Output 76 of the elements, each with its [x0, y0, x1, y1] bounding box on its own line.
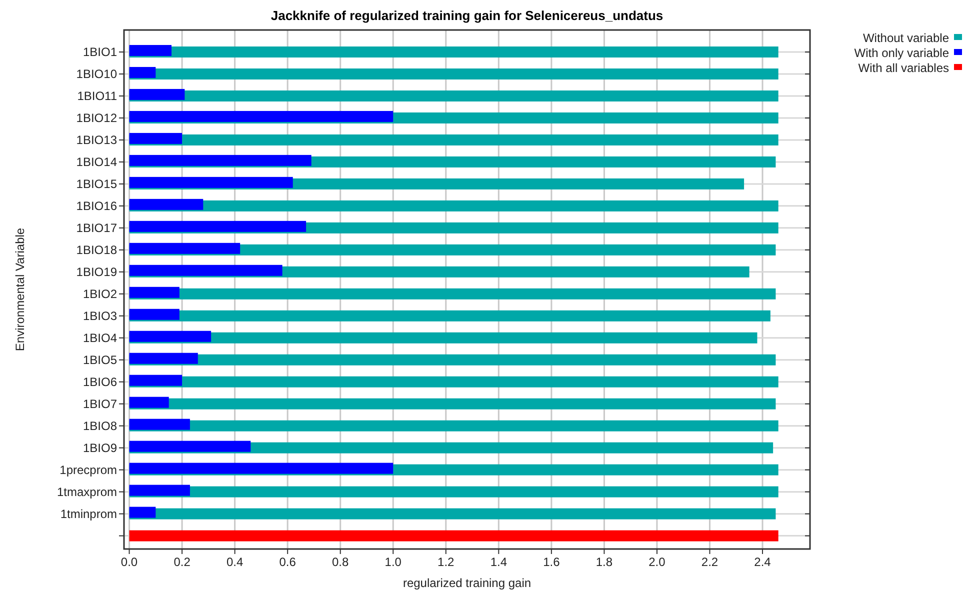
legend-label: With only variable: [854, 46, 950, 60]
y-tick-label: 1BIO17: [76, 221, 118, 236]
x-tick-label: 1.4: [490, 555, 508, 569]
bar: [129, 90, 778, 102]
y-tick-label: 1tminprom: [60, 507, 117, 522]
y-tick-label: 1tmaxprom: [56, 485, 117, 500]
bar: [129, 176, 293, 188]
bar: [129, 46, 778, 58]
x-tick-label: 2.4: [754, 555, 772, 569]
y-tick-label: 1BIO13: [76, 133, 118, 148]
y-tick-label: 1BIO6: [82, 375, 118, 390]
y-tick-label: 1BIO10: [76, 67, 118, 82]
x-axis-title: regularized training gain: [402, 576, 532, 590]
bar: [129, 484, 190, 496]
bar: [129, 66, 156, 78]
bar: [129, 220, 306, 232]
bar: [129, 198, 204, 210]
bar: [129, 420, 778, 432]
bar: [129, 398, 776, 410]
y-tick-label: 1BIO16: [76, 199, 118, 214]
bar: [129, 110, 394, 122]
y-tick-label: 1BIO11: [77, 89, 118, 104]
bar: [129, 68, 778, 80]
bar: [129, 376, 778, 388]
x-tick-label: 0.0: [120, 555, 138, 569]
bar: [129, 352, 198, 364]
bar: [129, 264, 282, 276]
y-tick-label: 1BIO9: [82, 441, 118, 456]
x-tick-label: 0.2: [174, 555, 191, 569]
x-tick-label: 2.0: [648, 555, 666, 569]
bar: [129, 508, 776, 520]
y-tick-label: 1BIO14: [76, 155, 118, 170]
x-tick-label: 0.4: [226, 555, 244, 569]
y-tick-label: 1BIO19: [76, 265, 118, 280]
y-tick-label: 1BIO18: [76, 243, 118, 258]
bar: [129, 310, 770, 322]
bar: [129, 88, 185, 100]
y-tick-label: 1BIO2: [82, 287, 118, 302]
y-tick-label: 1BIO15: [76, 177, 118, 192]
bar: [129, 440, 251, 452]
bar: [129, 134, 778, 146]
legend-label: With all variables: [858, 61, 949, 75]
bar: [129, 288, 776, 300]
y-tick-label: 1BIO1: [82, 45, 118, 60]
x-tick-label: 0.8: [332, 555, 350, 569]
y-tick-label: 1BIO8: [82, 419, 118, 434]
bar: [129, 418, 190, 430]
x-tick-label: 1.8: [596, 555, 613, 569]
bar: [129, 154, 312, 166]
y-tick-label: 1BIO7: [82, 397, 118, 412]
x-tick-label: 2.2: [701, 555, 718, 569]
bar: [129, 486, 778, 498]
bar: [129, 374, 182, 386]
x-tick-label: 1.6: [543, 555, 560, 569]
bar: [129, 396, 169, 408]
y-tick-label: 1BIO4: [82, 331, 118, 346]
bar: [129, 242, 240, 254]
bar: [129, 330, 212, 342]
bar: [129, 462, 394, 474]
bar: [129, 530, 778, 542]
chart-title: Jackknife of regularized training gain for Selenicereus_undatus: [270, 8, 664, 23]
bar: [129, 286, 180, 298]
x-tick-label: 1.2: [438, 555, 455, 569]
bar: [129, 132, 182, 144]
y-tick-label: 1precprom: [60, 463, 117, 478]
bar: [129, 308, 180, 320]
legend-label: Without variable: [862, 31, 950, 45]
x-tick-label: 0.6: [279, 555, 296, 569]
bar: [129, 354, 776, 366]
y-tick-label: 1BIO3: [82, 309, 118, 324]
y-axis-title: Environmental Variable: [13, 228, 27, 352]
x-tick-label: 1.0: [384, 555, 402, 569]
bar: [129, 506, 156, 518]
y-tick-label: 1BIO12: [76, 111, 118, 126]
y-tick-label: 1BIO5: [82, 353, 118, 368]
bar: [129, 44, 172, 56]
